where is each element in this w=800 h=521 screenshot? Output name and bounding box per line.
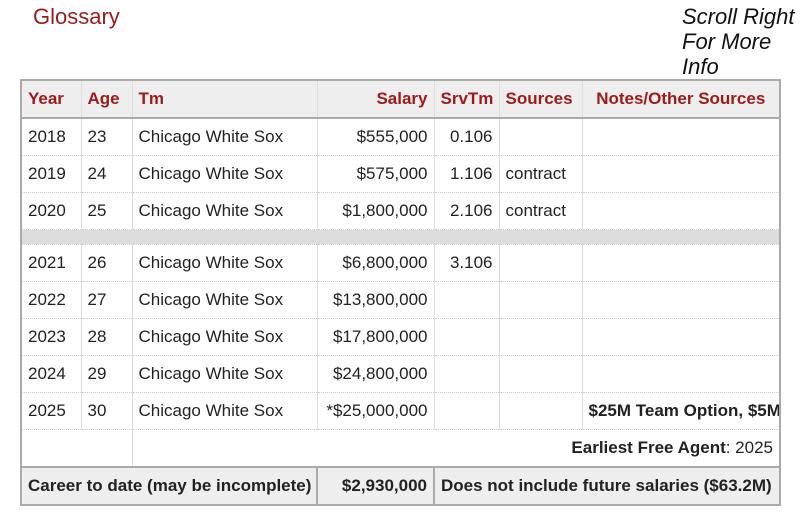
notes-cell	[581, 244, 781, 282]
year-cell: 2023	[20, 318, 82, 356]
notes-cell	[581, 318, 781, 356]
table-row: 2020 25 Chicago White Sox $1,800,000 2.106 co…	[20, 192, 781, 230]
salary-cell: $575,000	[316, 155, 435, 193]
team-cell[interactable]: Chicago White Sox	[131, 355, 318, 393]
sources-cell[interactable]: contract	[498, 192, 583, 230]
salary-cell: $1,800,000	[316, 192, 435, 230]
srvtm-cell: 2.106	[433, 192, 500, 230]
team-cell[interactable]: Chicago White Sox	[131, 318, 318, 356]
career-note: Does not include future salaries ($63.2M…	[433, 466, 781, 506]
notes-cell: $25M Team Option, $5M Buyout	[581, 392, 781, 430]
salary-table: Year Age Tm Salary SrvTm Sources Notes/O…	[20, 79, 781, 506]
age-cell: 25	[80, 192, 133, 230]
team-cell[interactable]: Chicago White Sox	[131, 155, 318, 193]
empty-cell	[20, 429, 133, 468]
team-cell[interactable]: Chicago White Sox	[131, 244, 318, 282]
free-agent-value: : 2025	[725, 438, 773, 457]
age-cell: 26	[80, 244, 133, 282]
salary-cell: $17,800,000	[316, 318, 435, 356]
sources-cell[interactable]	[498, 392, 583, 430]
age-cell: 28	[80, 318, 133, 356]
srvtm-cell	[433, 355, 500, 393]
col-sources[interactable]: Sources	[498, 79, 583, 119]
salary-cell: $555,000	[316, 117, 435, 156]
team-cell[interactable]: Chicago White Sox	[131, 281, 318, 319]
age-cell: 23	[80, 117, 133, 156]
table-row: 2023 28 Chicago White Sox $17,800,000	[20, 318, 781, 356]
notes-cell	[581, 117, 781, 156]
table-row: 2021 26 Chicago White Sox $6,800,000 3.106	[20, 244, 781, 282]
notes-cell	[581, 155, 781, 193]
spacer	[20, 229, 781, 245]
salary-cell: $13,800,000	[316, 281, 435, 319]
col-notes[interactable]: Notes/Other Sources	[581, 79, 781, 119]
salary-cell: $24,800,000	[316, 355, 435, 393]
sources-cell[interactable]	[498, 318, 583, 356]
age-cell: 27	[80, 281, 133, 319]
year-cell: 2024	[20, 355, 82, 393]
table-row: 2018 23 Chicago White Sox $555,000 0.106	[20, 117, 781, 156]
col-salary[interactable]: Salary	[316, 79, 435, 119]
srvtm-cell	[433, 318, 500, 356]
free-agent-row: Earliest Free Agent: 2025	[20, 429, 781, 468]
salary-cell: $6,800,000	[316, 244, 435, 282]
team-cell[interactable]: Chicago White Sox	[131, 117, 318, 156]
salary-cell: *$25,000,000	[316, 392, 435, 430]
table-row: 2024 29 Chicago White Sox $24,800,000	[20, 355, 781, 393]
glossary-link[interactable]: Glossary	[33, 4, 120, 29]
table-row: 2022 27 Chicago White Sox $13,800,000	[20, 281, 781, 319]
col-age[interactable]: Age	[80, 79, 133, 119]
free-agent-cell: Earliest Free Agent: 2025	[131, 429, 781, 468]
notes-cell	[581, 192, 781, 230]
career-total-row: Career to date (may be incomplete) $2,93…	[20, 466, 781, 506]
col-tm[interactable]: Tm	[131, 79, 318, 119]
srvtm-cell: 0.106	[433, 117, 500, 156]
notes-cell	[581, 355, 781, 393]
year-cell: 2022	[20, 281, 82, 319]
col-year[interactable]: Year	[20, 79, 82, 119]
year-cell: 2019	[20, 155, 82, 193]
year-cell: 2025	[20, 392, 82, 430]
sources-cell[interactable]	[498, 355, 583, 393]
srvtm-cell: 3.106	[433, 244, 500, 282]
notes-cell	[581, 281, 781, 319]
header-row: Year Age Tm Salary SrvTm Sources Notes/O…	[20, 79, 781, 119]
age-cell: 24	[80, 155, 133, 193]
sources-cell[interactable]	[498, 281, 583, 319]
col-srvtm[interactable]: SrvTm	[433, 79, 500, 119]
srvtm-cell: 1.106	[433, 155, 500, 193]
career-label: Career to date (may be incomplete)	[20, 466, 318, 506]
age-cell: 29	[80, 355, 133, 393]
table-row: 2019 24 Chicago White Sox $575,000 1.106 cont…	[20, 155, 781, 193]
sources-cell[interactable]: contract	[498, 155, 583, 193]
year-cell: 2018	[20, 117, 82, 156]
year-cell: 2020	[20, 192, 82, 230]
srvtm-cell	[433, 281, 500, 319]
sources-cell[interactable]	[498, 244, 583, 282]
free-agent-label: Earliest Free Agent	[571, 438, 726, 457]
age-cell: 30	[80, 392, 133, 430]
scroll-right-hint: Scroll Right For More Info	[682, 4, 795, 79]
team-cell[interactable]: Chicago White Sox	[131, 392, 318, 430]
spacer-row	[20, 229, 781, 245]
career-total: $2,930,000	[316, 466, 435, 506]
year-cell: 2021	[20, 244, 82, 282]
team-cell[interactable]: Chicago White Sox	[131, 192, 318, 230]
srvtm-cell	[433, 392, 500, 430]
table-row: 2025 30 Chicago White Sox *$25,000,000 $25M …	[20, 392, 781, 430]
sources-cell[interactable]	[498, 117, 583, 156]
